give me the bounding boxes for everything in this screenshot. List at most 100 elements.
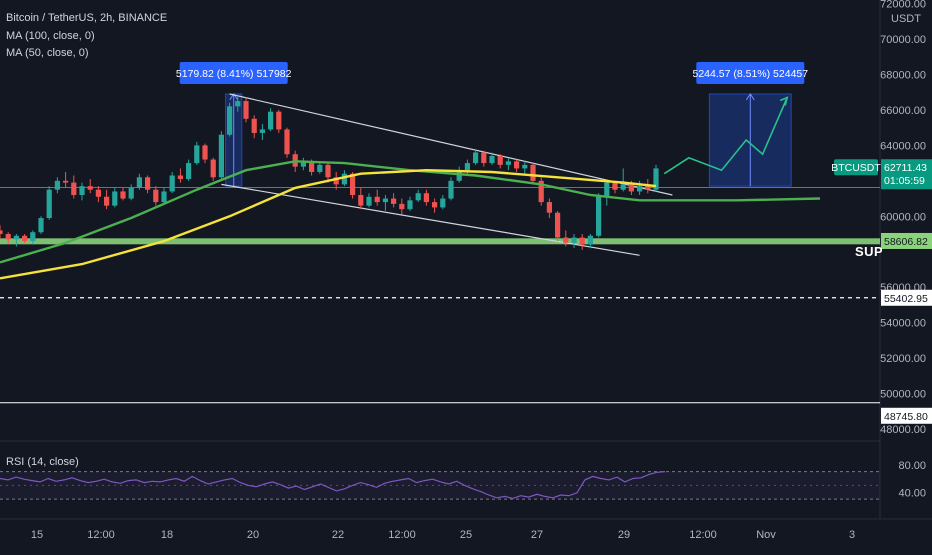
- candle: [87, 179, 93, 194]
- candle-body: [284, 129, 290, 155]
- time-tick-label: 25: [460, 529, 472, 541]
- rsi-pane: 80.00 40.00: [0, 460, 926, 500]
- candle-body: [63, 180, 69, 183]
- candle-body: [448, 180, 454, 199]
- candle-body: [87, 186, 93, 190]
- candle: [259, 124, 265, 141]
- measure-projection-arrowhead: [745, 93, 755, 101]
- rsi-tick-40: 40.00: [898, 487, 926, 499]
- candle-body: [309, 161, 315, 172]
- candle-body: [579, 237, 585, 245]
- candle-body: [653, 168, 659, 190]
- price-tick-label: 72000.00: [880, 0, 926, 11]
- ma100-legend[interactable]: MA (100, close, 0): [6, 29, 95, 42]
- time-tick-label: 12:00: [689, 529, 717, 541]
- price-tick-label: 60000.00: [880, 211, 926, 223]
- candle: [13, 234, 19, 247]
- candle: [448, 177, 454, 201]
- ma50-legend[interactable]: MA (50, close, 0): [6, 47, 89, 59]
- level-tag-48745: 48745.80: [881, 407, 932, 424]
- candle-body: [243, 101, 249, 119]
- support-zone: [0, 238, 880, 245]
- level-tag-55402: 55402.95: [881, 289, 932, 306]
- candle: [202, 143, 208, 164]
- channel-upper-line: [229, 93, 673, 196]
- current-price-bg: [881, 159, 932, 190]
- candle-body: [210, 159, 216, 178]
- candle-body: [120, 191, 126, 199]
- candle: [366, 193, 372, 208]
- candle-body: [341, 173, 347, 185]
- candle: [423, 189, 429, 206]
- chart-legend: Bitcoin / TetherUS, 2h, BINANCE MA (100,…: [6, 10, 167, 63]
- candle: [5, 232, 11, 245]
- candle: [555, 210, 561, 242]
- candle-body: [563, 237, 569, 243]
- support-annotation: SUPPORT: [855, 244, 882, 259]
- candle-body: [555, 212, 561, 238]
- candle: [46, 186, 52, 220]
- level-tag-48745-bg: [881, 407, 932, 424]
- candle: [579, 234, 585, 250]
- candle: [120, 187, 126, 201]
- measure-past-arrowhead: [229, 93, 239, 101]
- candle: [440, 195, 446, 210]
- candle-body: [95, 189, 101, 197]
- time-tick-label: 12:00: [87, 529, 115, 541]
- candle: [481, 150, 487, 167]
- candle: [186, 159, 192, 181]
- candle-body: [497, 156, 503, 165]
- price-tick-label: 70000.00: [880, 34, 926, 46]
- candle-body: [169, 175, 175, 192]
- candle: [546, 198, 552, 219]
- candle-body: [481, 152, 487, 164]
- candle: [637, 180, 643, 195]
- candle: [136, 173, 142, 190]
- symbol-tag-text: BTCUSDT: [831, 162, 881, 174]
- candle: [177, 168, 183, 183]
- candle-body: [645, 186, 651, 190]
- candle-body: [317, 164, 323, 172]
- candle: [374, 189, 380, 206]
- candle-body: [637, 186, 643, 192]
- candle: [587, 234, 593, 249]
- candle-body: [440, 198, 446, 208]
- candle-body: [194, 145, 200, 164]
- measure-projection: [708, 93, 792, 187]
- candle-body: [202, 145, 208, 160]
- price-tick-label: 54000.00: [880, 318, 926, 330]
- measure-past-label-text: 5179.82 (8.41%) 517982: [176, 68, 292, 80]
- time-axis: 15 12:00 18 20 22 12:00 25 27 29 12:00 Nov 3: [31, 529, 855, 541]
- candle: [604, 179, 610, 206]
- candle: [210, 157, 216, 181]
- candle-body: [30, 232, 36, 242]
- candle: [522, 161, 528, 174]
- candle-body: [382, 198, 388, 203]
- symbol-title[interactable]: Bitcoin / TetherUS, 2h, BINANCE: [6, 12, 168, 24]
- candle: [0, 225, 3, 240]
- candle-body: [571, 237, 577, 243]
- rsi-legend[interactable]: RSI (14, close): [6, 456, 79, 468]
- candle-body: [350, 173, 356, 195]
- candle: [407, 196, 413, 211]
- symbol-tag-bg: [834, 159, 878, 176]
- rsi-tick-80: 80.00: [898, 460, 926, 472]
- candle-body: [391, 198, 397, 204]
- price-tick-label: 68000.00: [880, 69, 926, 81]
- candle-body: [423, 193, 429, 203]
- candle: [227, 102, 233, 137]
- level-tag-48745-text: 48745.80: [884, 411, 928, 423]
- price-axis: 48000.0050000.0052000.0054000.0056000.00…: [880, 0, 932, 436]
- candle-body: [153, 189, 159, 203]
- candle-body: [464, 163, 470, 171]
- candle-body: [612, 182, 618, 190]
- candle-body: [587, 235, 593, 245]
- candle-body: [79, 186, 85, 195]
- candle-body: [259, 129, 265, 133]
- price-tick-label: 48000.00: [880, 424, 926, 436]
- candle: [194, 141, 200, 165]
- time-tick-label: Nov: [756, 529, 776, 541]
